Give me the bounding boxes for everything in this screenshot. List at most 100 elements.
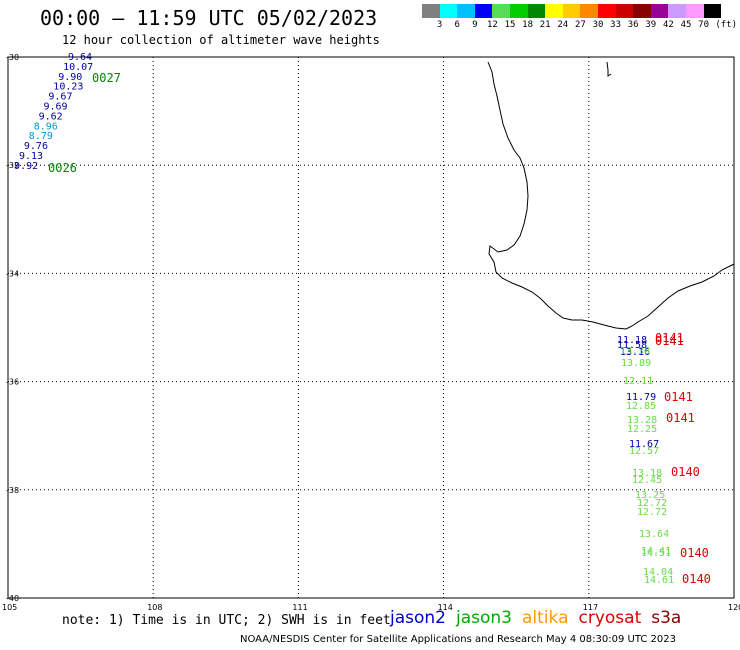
color-swatch [597,4,616,18]
wave-height-label: 12.72 [637,507,667,518]
latitude-label: -36 [6,378,19,387]
wave-height-label: 12.45 [632,475,662,486]
wave-height-label: 12.11 [623,376,653,387]
wave-height-label: 12.72 [637,498,667,509]
color-scale-tick: 24 [557,20,569,30]
wave-height-label: 13.18 [632,468,662,479]
track-time-label: 0026 [48,161,77,175]
color-swatch [562,4,581,18]
color-swatch [545,4,563,18]
color-scale-tick: 27 [574,20,586,30]
color-swatch [703,4,722,18]
wave-height-label: 13.38 [620,346,650,357]
longitude-label: 105 [2,603,17,612]
wave-height-label: 11.18 [617,335,647,346]
wave-height-label: 12.85 [626,401,656,412]
color-scale-tick: 33 [610,20,622,30]
longitude-label: 114 [438,603,453,612]
color-swatch [633,4,651,18]
latitude-label: -34 [6,269,19,278]
track-time-label: 0140 [680,546,709,560]
color-swatch [685,4,704,18]
wave-height-label: 14.04 [643,567,673,578]
latitude-label: -30 [6,53,19,62]
longitude-label: 120 [728,603,740,612]
wave-height-label: 13.64 [639,529,669,540]
track-time-label: 0140 [682,572,711,586]
wave-height-label: 12.57 [629,446,659,457]
longitude-label: 108 [147,603,162,612]
satellite-s3a: s3a [651,608,682,628]
longitude-label: 111 [292,603,307,612]
color-swatch [422,4,440,18]
latitude-label: -38 [6,486,19,495]
satellite-jason3: jason3 [456,608,512,628]
color-scale-tick: 36 [627,20,639,30]
wave-height-label: 13.28 [627,415,657,426]
wave-height-label: 13.89 [621,358,651,369]
color-swatch [439,4,458,18]
latitude-label: -40 [6,594,19,603]
track-time-label: 0141 [664,390,693,404]
color-swatch [668,4,686,18]
satellite-cryosat: cryosat [578,608,642,628]
track-time-label: 0027 [92,71,121,85]
wave-height-label: 11.58 [617,340,647,351]
track-time-label: 0141 [666,411,695,425]
color-scale-tick: 21 [539,20,551,30]
wave-height-label: 8.96 [34,121,58,132]
wave-height-label: 9.76 [24,141,48,152]
color-scale-tick: 18 [522,20,534,30]
longitude-label: 117 [583,603,598,612]
track-labels: 9.6410.079.9010.239.679.699.628.968.799.… [14,52,711,586]
map-frame [7,56,735,599]
color-scale-labels: 3 6 9 12 15 18 21 24 27 30 33 36 39 42 45 70 (ft) [422,18,737,30]
wave-height-label: 13.25 [635,490,665,501]
wave-height-label: 14.51 [641,548,671,559]
satellite-legend: jason2 jason3 altika cryosat s3a [390,608,691,628]
wave-height-label: 9.62 [39,111,63,122]
color-scale-tick: 15 [504,20,516,30]
latitude-labels: -30 -32 -34 -36 -38 -40 [6,53,19,603]
wave-height-label: 8.79 [29,131,53,142]
credit-line: NOAA/NESDIS Center for Satellite Applica… [240,634,676,645]
wave-height-label: 11.67 [629,439,659,450]
color-scale-tick: 42 [662,20,674,30]
color-scale-unit: (ft) [715,20,737,30]
color-scale-tick: 12 [486,20,498,30]
wave-height-label: 9.69 [44,102,68,113]
graticule [8,57,734,598]
color-swatch [457,4,475,18]
color-swatch [492,4,510,18]
wave-height-label: 9.13 [19,151,43,162]
track-time-label: 0141 [655,334,684,348]
color-swatch [580,4,598,18]
track-time-label: 0141 [655,331,684,345]
wave-height-label: 10.07 [63,62,93,73]
color-swatch [509,4,528,18]
wave-height-label: 9.90 [58,72,82,83]
satellite-altika: altika [522,608,569,628]
satellite-jason2: jason2 [390,608,446,628]
color-swatch [474,4,493,18]
color-swatch [527,4,546,18]
wave-height-label: 14.41 [641,546,671,557]
color-scale-tick: 3 [436,20,443,30]
color-swatches [422,4,722,18]
wave-height-label: 12.25 [627,424,657,435]
color-scale-tick: 70 [698,20,710,30]
track-time-label: 0140 [671,465,700,479]
wave-height-label: 9.67 [48,92,72,103]
color-scale-tick: 45 [680,20,692,30]
coastline-southwest-australia [487,61,735,330]
wave-height-label: 9.64 [68,52,92,63]
color-swatch [615,4,634,18]
wave-height-label: 10.23 [53,82,83,93]
wave-height-label: 14.61 [644,575,674,586]
wave-height-label: 9.92 [14,161,38,172]
footnote: note: 1) Time is in UTC; 2) SWH is in fe… [62,613,391,628]
color-scale-tick: 9 [472,20,478,30]
color-scale-legend: 3 6 9 12 15 18 21 24 27 30 33 36 39 42 45 70 (ft) [422,4,737,30]
wave-height-label: 13.16 [620,347,650,358]
